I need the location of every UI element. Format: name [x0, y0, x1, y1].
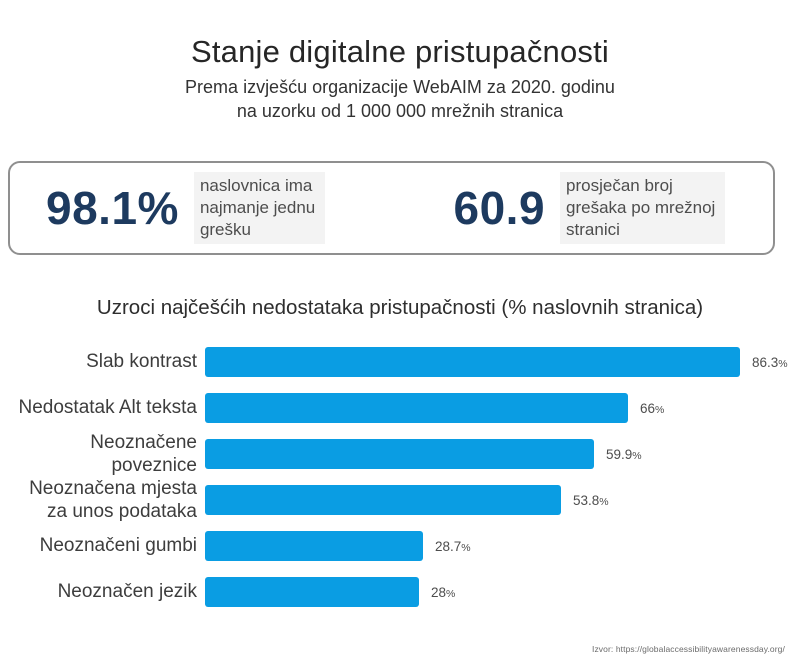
bar-track: 53.8%: [205, 485, 800, 515]
stat-error-rate: 98.1% naslovnica ima najmanje jednu greš…: [10, 163, 392, 253]
bar-track: 28.7%: [205, 531, 800, 561]
bar-row: Neoznačene poveznice 59.9%: [0, 431, 800, 477]
bar-label: Slab kontrast: [86, 351, 197, 373]
bar-row: Slab kontrast 86.3%: [0, 339, 800, 385]
bar-row: Neoznačeni gumbi 28.7%: [0, 523, 800, 569]
bar: [205, 531, 423, 561]
bar: [205, 439, 594, 469]
bar-value-label: 59.9%: [606, 446, 642, 462]
stat-error-rate-description: naslovnica ima najmanje jednu grešku: [193, 172, 326, 244]
source-note: Izvor: https://globalaccessibilityawaren…: [592, 644, 785, 654]
bar-label: Neoznačene poveznice: [90, 431, 197, 476]
bar-value-label: 53.8%: [573, 492, 609, 508]
bar-chart: Slab kontrast 86.3% Nedostatak Alt teksta 6…: [0, 339, 800, 615]
bar-value-label: 28.7%: [435, 538, 471, 554]
chart-title: Uzroci najčešćih nedostataka pristupačno…: [96, 296, 704, 319]
bar-track: 28%: [205, 577, 800, 607]
bar-value-label: 28%: [431, 584, 456, 600]
bar-value-label: 86.3%: [752, 354, 788, 370]
bar-label: Nedostatak Alt teksta: [18, 397, 198, 419]
percent-sign: %: [655, 403, 665, 416]
bar-row: Nedostatak Alt teksta 66%: [0, 385, 800, 431]
bar-value-label: 66%: [640, 400, 665, 416]
page-title: Stanje digitalne pristupačnosti: [190, 34, 610, 69]
subtitle-line-1: Prema izvješću organizacije WebAIM za 20…: [185, 77, 615, 97]
bar-track: 59.9%: [205, 439, 800, 469]
stats-box: 98.1% naslovnica ima najmanje jednu greš…: [8, 161, 775, 255]
percent-sign: %: [599, 495, 609, 508]
bar-label: Neoznačeni gumbi: [39, 535, 197, 557]
subtitle-line-2: na uzorku od 1 000 000 mrežnih stranica: [236, 100, 564, 121]
bar: [205, 485, 561, 515]
header: Stanje digitalne pristupačnosti Prema iz…: [0, 34, 800, 124]
percent-sign: %: [632, 449, 642, 462]
stat-avg-errors-description: prosječan broj grešaka po mrežnoj strani…: [560, 172, 726, 244]
bar-label: Neoznačena mjesta za unos podataka: [29, 477, 197, 522]
bar-track: 66%: [205, 393, 800, 423]
bar-row: Neoznačen jezik 28%: [0, 569, 800, 615]
bar-row: Neoznačena mjesta za unos podataka 53.8%: [0, 477, 800, 523]
stat-error-rate-value: 98.1%: [46, 182, 179, 234]
stat-avg-errors: 60.9 prosječan broj grešaka po mrežnoj s…: [392, 163, 774, 253]
subtitle: Prema izvješću organizacije WebAIM za 20…: [0, 76, 800, 124]
bar: [205, 393, 628, 423]
bar-track: 86.3%: [205, 347, 800, 377]
bar: [205, 577, 419, 607]
percent-sign: %: [778, 357, 788, 370]
percent-sign: %: [446, 587, 456, 600]
bar: [205, 347, 740, 377]
stat-avg-errors-value: 60.9: [453, 182, 546, 234]
bar-label: Neoznačen jezik: [57, 581, 197, 603]
percent-sign: %: [461, 541, 471, 554]
